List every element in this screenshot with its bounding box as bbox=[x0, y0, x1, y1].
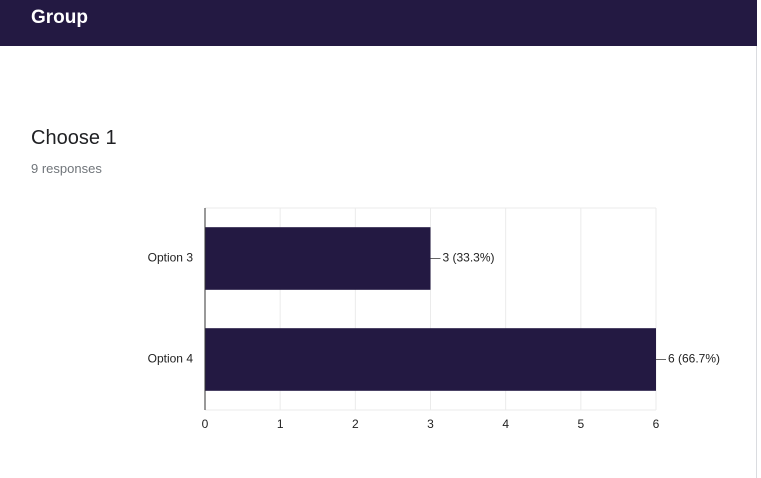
x-tick-label: 5 bbox=[577, 417, 584, 431]
x-tick-label: 2 bbox=[352, 417, 359, 431]
header: Group bbox=[0, 0, 757, 46]
response-count: 9 responses bbox=[31, 161, 102, 176]
header-title: Group bbox=[31, 7, 88, 28]
question-title: Choose 1 bbox=[31, 127, 117, 149]
x-tick-label: 1 bbox=[277, 417, 284, 431]
card-edge bbox=[756, 46, 757, 478]
x-tick-label: 0 bbox=[202, 417, 209, 431]
bar bbox=[205, 227, 431, 290]
value-label: 3 (33.3%) bbox=[443, 251, 495, 265]
x-tick-label: 4 bbox=[502, 417, 509, 431]
x-tick-label: 3 bbox=[427, 417, 434, 431]
y-tick-label: Option 4 bbox=[148, 352, 194, 366]
bar bbox=[205, 328, 656, 391]
y-tick-label: Option 3 bbox=[148, 251, 194, 265]
x-tick-label: 6 bbox=[653, 417, 660, 431]
value-label: 6 (66.7%) bbox=[668, 352, 720, 366]
